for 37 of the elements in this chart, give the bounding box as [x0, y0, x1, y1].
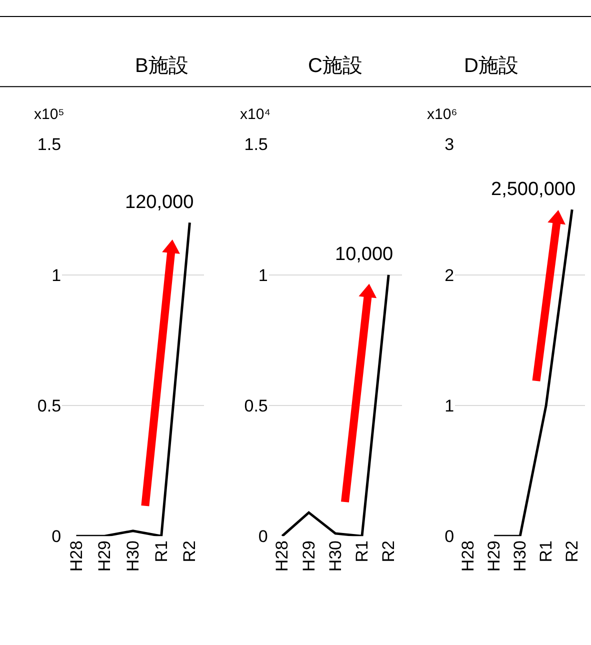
x-tick-label: H30 — [326, 540, 345, 572]
x-tick-label: H29 — [484, 540, 504, 572]
x-tick-label: H28 — [458, 540, 478, 572]
x-tick-label: R1 — [536, 540, 556, 562]
y-tick-label: 0.5 — [37, 396, 62, 416]
x-tick-label: R2 — [379, 540, 398, 562]
x-tick-label: R2 — [180, 540, 200, 562]
x-tick-label: H30 — [124, 540, 142, 572]
y-axis-title: x10⁴ — [240, 106, 271, 123]
y-tick-label: 0.5 — [244, 396, 268, 416]
chart-title: B施設 — [135, 55, 188, 77]
x-tick-label: H28 — [66, 540, 86, 572]
x-tick-label: R1 — [152, 540, 171, 562]
x-tick-label: R2 — [562, 540, 582, 562]
x-tick-label: H29 — [299, 540, 318, 572]
y-tick-label: 1 — [258, 266, 268, 285]
x-tick-label: H29 — [95, 540, 114, 572]
y-axis-title: x10⁵ — [34, 106, 64, 123]
x-tick-label: H30 — [510, 540, 530, 572]
y-tick-label: 3 — [444, 135, 454, 154]
y-tick-label: 0 — [444, 527, 454, 546]
x-tick-label: H28 — [272, 540, 292, 572]
y-axis-title: x10⁶ — [427, 106, 458, 123]
x-tick-label: R1 — [352, 540, 372, 562]
line-series — [280, 274, 390, 536]
chart-title: C施設 — [308, 55, 362, 77]
y-tick-label: 1.5 — [37, 135, 62, 154]
y-tick-label: 1 — [444, 396, 454, 416]
y-tick-label: 0 — [258, 527, 268, 546]
annotation: 10,000 — [335, 244, 394, 265]
chart-title: D施設 — [464, 55, 518, 77]
y-tick-label: 2 — [444, 266, 454, 285]
y-tick-label: 0 — [52, 527, 62, 546]
y-tick-label: 1 — [52, 266, 62, 285]
annotation: 2,500,000 — [491, 179, 576, 200]
annotation: 120,000 — [125, 192, 194, 213]
y-tick-label: 1.5 — [244, 135, 268, 154]
